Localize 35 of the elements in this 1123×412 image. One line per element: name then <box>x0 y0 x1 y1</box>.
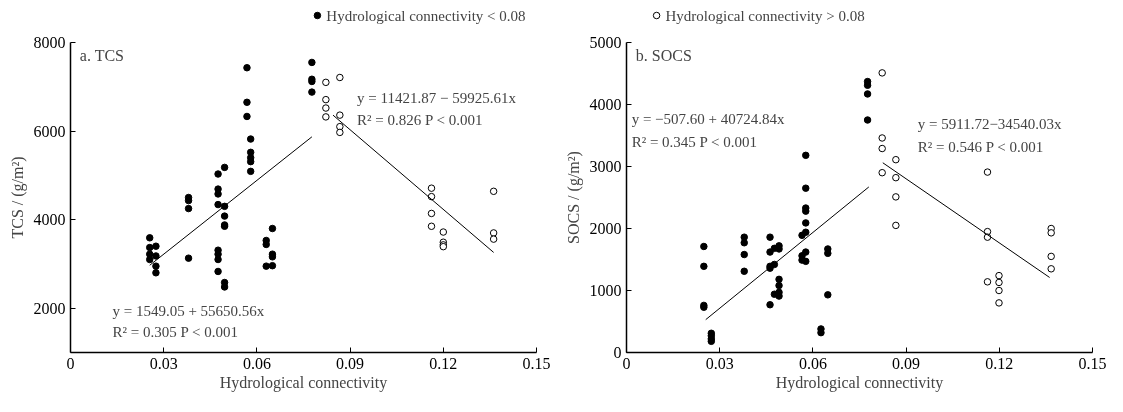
y-tick-label: 1000 <box>589 282 622 299</box>
x-tick-label: 0.12 <box>429 354 458 372</box>
x-tick-label: 0.06 <box>798 354 827 372</box>
x-tick-label: 0.15 <box>522 354 551 372</box>
y-tick-label: 3000 <box>589 158 622 175</box>
legend-label: Hydrological connectivity < 0.08 <box>326 7 526 24</box>
x-axis-title: Hydrological connectivity <box>219 373 388 392</box>
x-tick-label: 0.15 <box>1078 354 1107 372</box>
y-tick-label: 4000 <box>33 211 66 229</box>
y-axis-title: TCS / (g/m²) <box>8 156 27 239</box>
x-axis-title: Hydrological connectivity <box>775 373 944 392</box>
annotation: R² = 0.345 P < 0.001 <box>631 133 758 150</box>
x-tick-label: 0.09 <box>336 354 365 372</box>
x-tick-label: 0.03 <box>149 354 178 372</box>
x-tick-label: 0.09 <box>892 354 921 372</box>
y-tick-label: 2000 <box>33 299 66 317</box>
chart-title: b. SOCS <box>635 47 692 65</box>
y-axis-title: SOCS / (g/m²) <box>564 151 583 244</box>
x-tick-label: 0.06 <box>242 354 271 372</box>
annotation: R² = 0.826 P < 0.001 <box>357 112 483 128</box>
y-tick-label: 8000 <box>33 34 66 51</box>
annotation: R² = 0.546 P < 0.001 <box>917 139 1044 156</box>
y-tick-label: 6000 <box>33 122 66 140</box>
y-tick-label: 2000 <box>589 220 622 237</box>
y-tick-label: 4000 <box>589 96 622 113</box>
legend-label: Hydrological connectivity > 0.08 <box>665 7 865 24</box>
annotation: y = 1549.05 + 55650.56x <box>112 302 265 319</box>
y-tick-label: 5000 <box>589 34 622 51</box>
chart-title: a. TCS <box>79 47 124 65</box>
x-tick-label: 0.03 <box>705 354 734 372</box>
annotation: y = 11421.87 − 59925.61x <box>357 90 517 107</box>
annotation: y = 5911.72−34540.03x <box>917 115 1063 132</box>
annotation: y = −507.60 + 40724.84x <box>631 111 785 128</box>
annotation: R² = 0.305 P < 0.001 <box>112 324 238 341</box>
x-tick-label: 0.12 <box>985 354 1014 372</box>
